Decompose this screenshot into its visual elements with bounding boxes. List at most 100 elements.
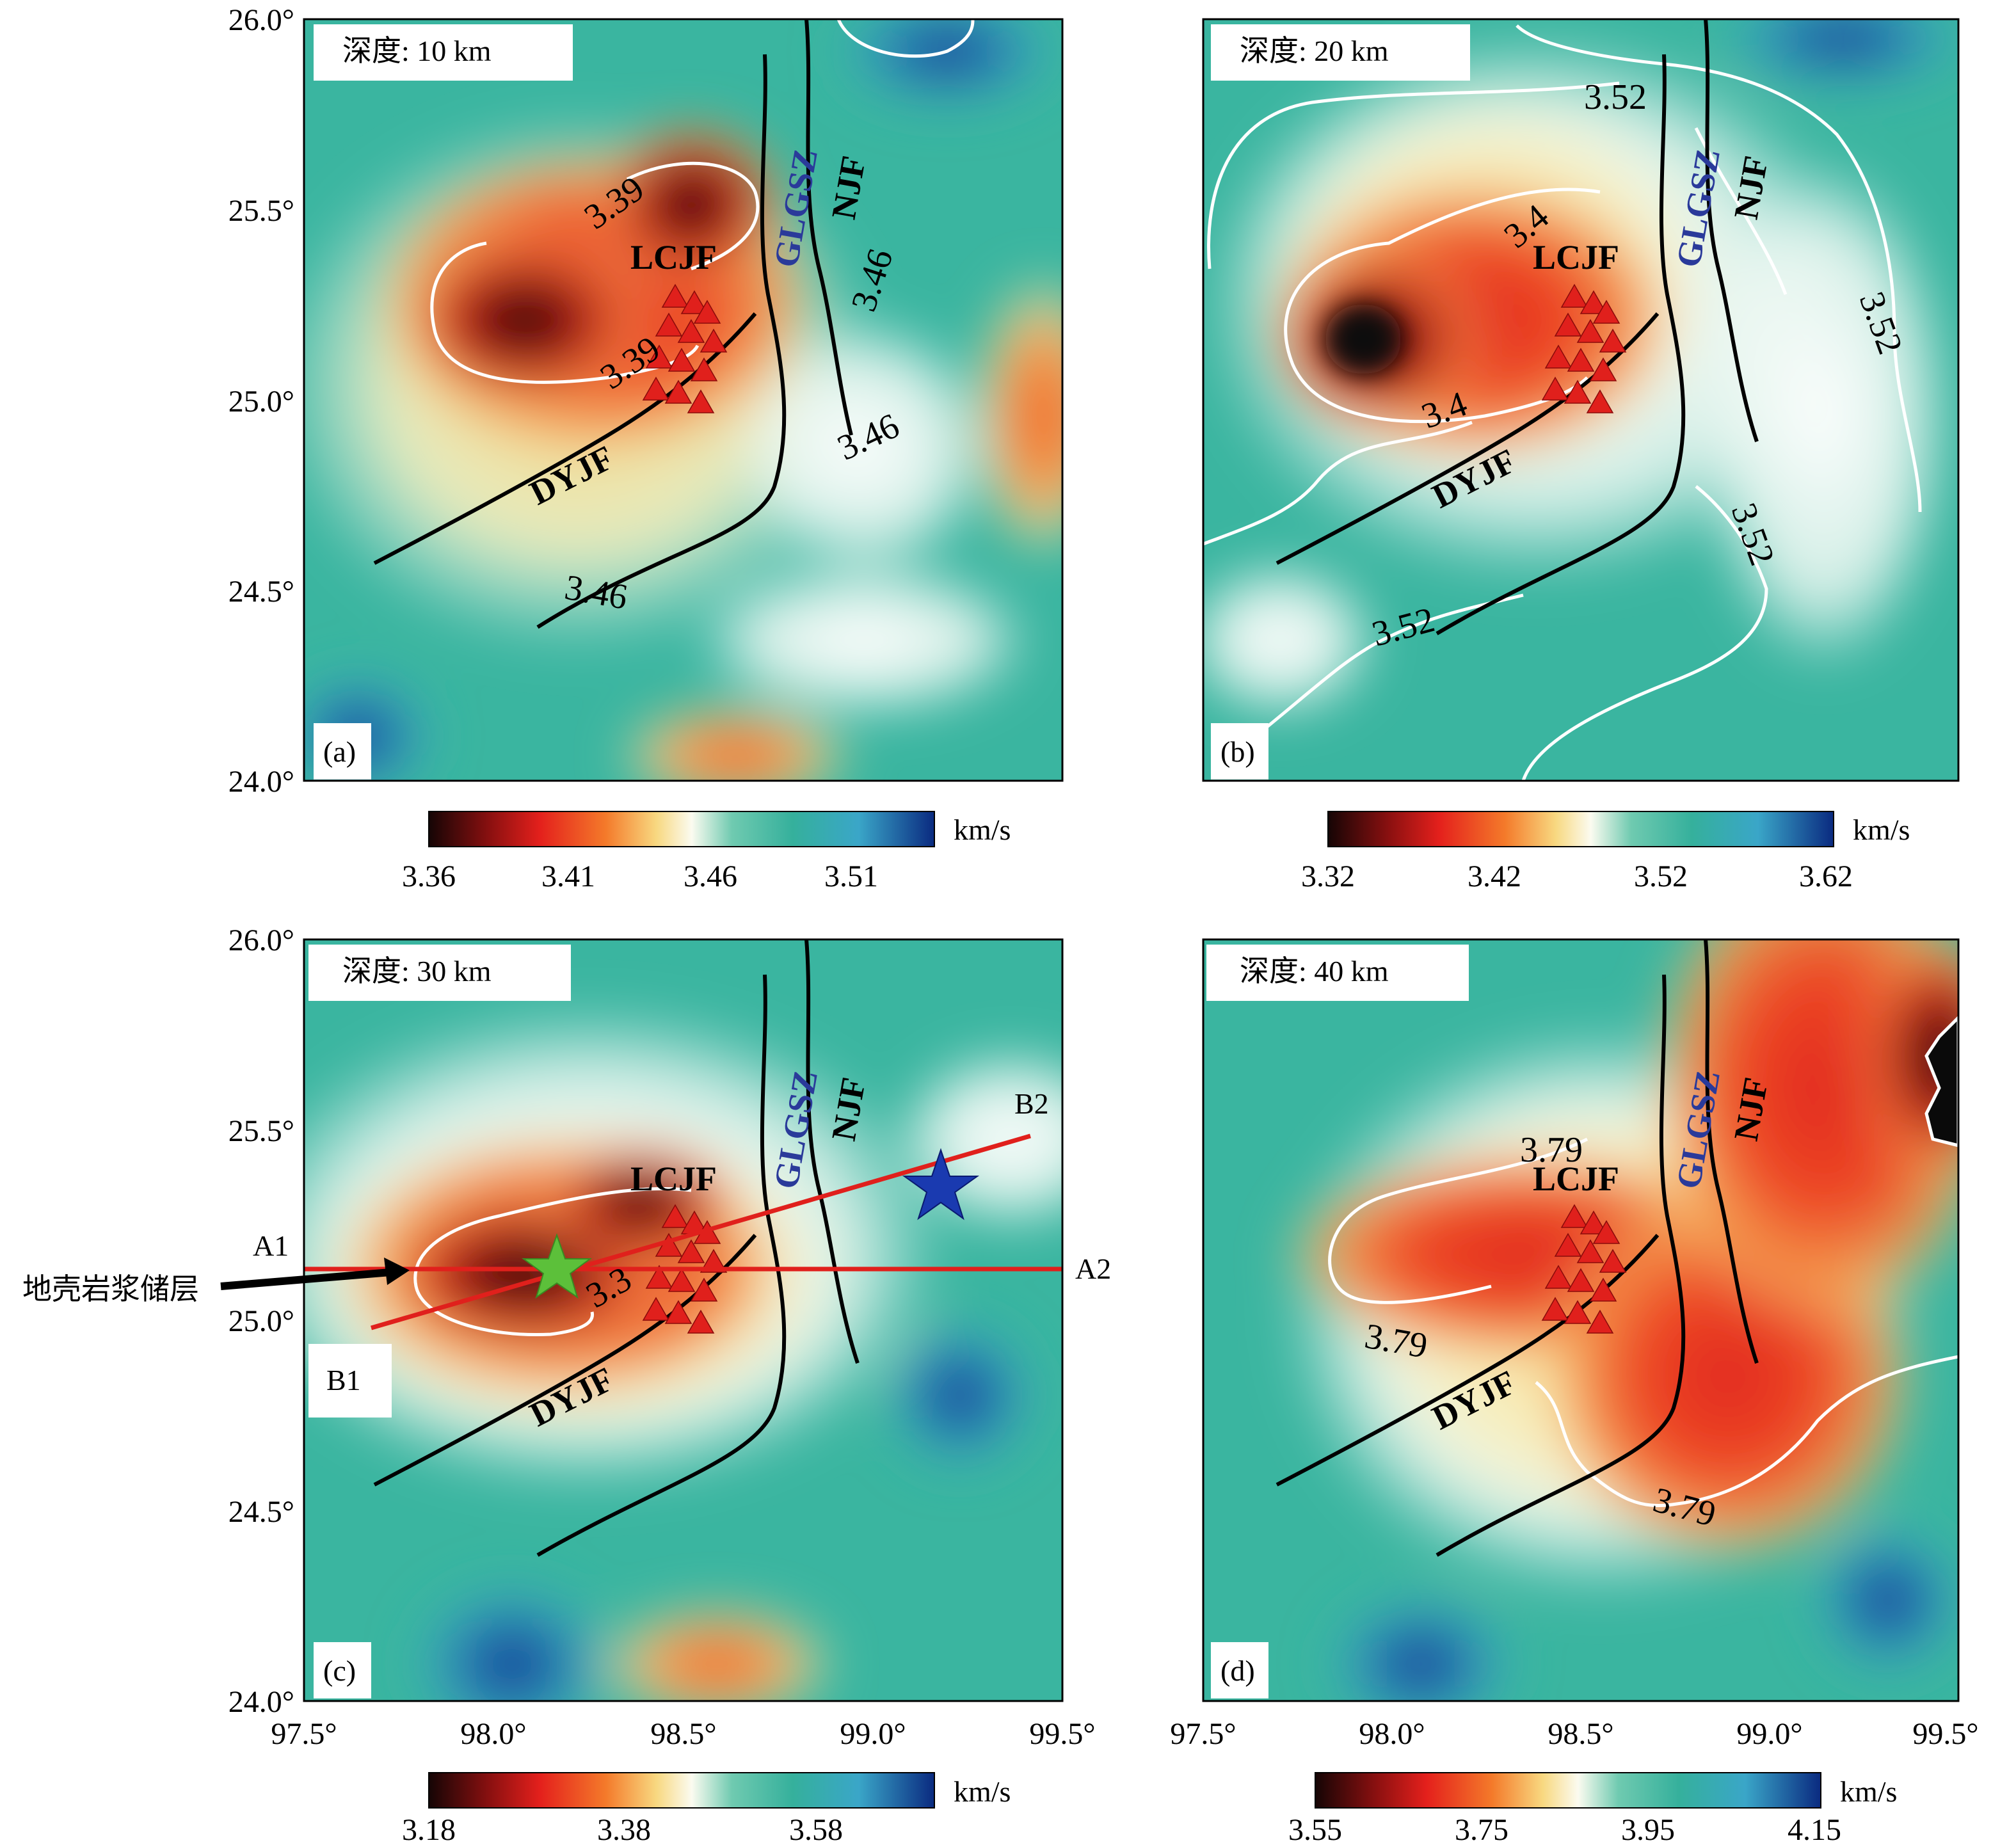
depth-label: 深度: 30 km — [342, 955, 492, 987]
y-tick-label: 25.5° — [228, 194, 294, 228]
profile-label-a1: A1 — [253, 1229, 289, 1262]
panel-b-map: 3.52 3.4 3.4 3.52 3.52 3.52 LCJF GLGSZ N… — [1203, 19, 1958, 781]
depth-label-box — [1206, 945, 1469, 1001]
x-tick-label: 98.5° — [1548, 1717, 1613, 1751]
x-tick-label: 99.0° — [1736, 1717, 1802, 1751]
panel-tag-box — [314, 723, 371, 779]
contour-line — [626, 161, 760, 271]
green-star-marker — [521, 1233, 593, 1299]
depth-label-box — [308, 945, 571, 1001]
colorbar-tick: 3.42 — [1468, 859, 1521, 893]
panel-a-map: 3.39 3.39 3.46 3.46 3.46 LCJF GLGSZ NJF … — [304, 19, 1062, 781]
panel-frame — [1202, 18, 1960, 782]
colorbar-tick: 3.52 — [1634, 859, 1688, 893]
depth-label: 深度: 10 km — [342, 35, 492, 67]
colorbar — [1327, 811, 1834, 847]
y-tick-label: 25.0° — [228, 1304, 294, 1338]
colorbar-unit: km/s — [1853, 813, 1910, 846]
fault-label-lcjf: LCJF — [1533, 238, 1619, 276]
fault-dyjf — [1276, 312, 1660, 565]
contour-line — [836, 19, 975, 58]
fault-dyjf — [373, 1234, 757, 1487]
y-tick-label: 24.0° — [228, 1685, 294, 1719]
y-tick-label: 25.0° — [228, 385, 294, 419]
x-tick-label: 99.5° — [1912, 1717, 1978, 1751]
contour-line — [1521, 485, 1768, 781]
fault-glgsz — [1436, 974, 1686, 1557]
fault-glgsz — [536, 54, 787, 629]
x-tick-label: 99.0° — [840, 1717, 906, 1751]
y-tick-label: 24.5° — [228, 575, 294, 609]
colorbar — [428, 1772, 935, 1809]
contour-label: 3.79 — [1520, 1130, 1583, 1170]
y-tick-label: 25.5° — [228, 1114, 294, 1148]
colorbar-unit: km/s — [954, 1775, 1011, 1808]
depth-label: 深度: 20 km — [1240, 35, 1389, 67]
panel-c: 3.3 LCJF GLGSZ NJF DYJF 深度: 30 km B1 (c)… — [22, 923, 1111, 1845]
depth-label-box — [1211, 24, 1470, 81]
contour-line — [1516, 24, 1922, 513]
colorbar-tick: 3.41 — [541, 859, 595, 893]
contour-line — [1328, 1137, 1588, 1304]
profile-label-b1: B1 — [326, 1364, 361, 1396]
depth-label-box — [314, 24, 573, 81]
fault-njf — [804, 19, 853, 436]
colorbar-tick: 3.46 — [684, 859, 737, 893]
colorbar-unit: km/s — [1840, 1775, 1897, 1808]
colorbar — [428, 811, 935, 847]
panel-frame — [303, 938, 1064, 1702]
colorbar-tick: 3.75 — [1455, 1813, 1508, 1845]
fault-njf — [1704, 19, 1759, 442]
panel-b: 3.52 3.4 3.4 3.52 3.52 3.52 LCJF GLGSZ N… — [1202, 18, 1960, 893]
fault-njf — [804, 939, 860, 1364]
colorbar-tick: 3.38 — [597, 1813, 651, 1845]
contour-line — [1924, 1015, 1958, 1147]
colorbar — [1315, 1772, 1821, 1809]
panel-tag-box — [1211, 723, 1268, 779]
contour-label: 3.52 — [1584, 77, 1647, 117]
colorbar-tick: 4.15 — [1788, 1813, 1841, 1845]
panel-a: 3.39 3.39 3.46 3.46 3.46 LCJF GLGSZ NJF … — [228, 3, 1064, 893]
panel-tag-box — [1211, 1642, 1268, 1698]
panel-d-map: 3.79 3.79 3.79 LCJF GLGSZ NJF DYJF 深度: 4… — [1203, 939, 1958, 1701]
colorbar-tick: 3.18 — [402, 1813, 456, 1845]
blue-star-marker — [902, 1147, 980, 1220]
panel-tag: (a) — [323, 735, 356, 768]
x-tick-label: 97.5° — [271, 1717, 337, 1751]
panel-tag: (c) — [323, 1654, 356, 1687]
fault-dyjf — [373, 312, 757, 565]
fault-label-lcjf: LCJF — [630, 238, 717, 276]
contour-line — [1535, 1355, 1958, 1508]
contour-line — [1284, 188, 1601, 424]
y-tick-label: 24.5° — [228, 1495, 294, 1529]
depth-label: 深度: 40 km — [1240, 955, 1389, 987]
y-tick-label: 26.0° — [228, 923, 294, 957]
fault-label-lcjf: LCJF — [1533, 1160, 1619, 1198]
arrow-head-icon — [384, 1258, 410, 1285]
fault-glgsz — [536, 974, 787, 1557]
profile-label-a2: A2 — [1075, 1252, 1111, 1285]
colorbar-tick: 3.32 — [1301, 859, 1355, 893]
colorbar-tick: 3.58 — [789, 1813, 843, 1845]
y-tick-label: 24.0° — [228, 765, 294, 799]
y-tick-label: 26.0° — [228, 3, 294, 37]
panel-frame — [1202, 938, 1960, 1702]
contour-line — [1207, 81, 1620, 269]
x-tick-label: 97.5° — [1170, 1717, 1236, 1751]
fault-label-lcjf: LCJF — [630, 1160, 717, 1198]
contour-line — [1203, 420, 1473, 546]
panel-frame — [303, 18, 1064, 782]
fault-glgsz — [1436, 54, 1686, 635]
panel-tag-box — [314, 1642, 371, 1698]
fault-dyjf — [1276, 1234, 1660, 1487]
colorbar-tick: 3.36 — [402, 859, 456, 893]
x-tick-label: 99.5° — [1029, 1717, 1095, 1751]
x-tick-label: 98.0° — [1359, 1717, 1425, 1751]
profile-label-box — [308, 1344, 392, 1418]
profile-line-b — [371, 1133, 1031, 1330]
panel-d: 3.79 3.79 3.79 LCJF GLGSZ NJF DYJF 深度: 4… — [1170, 938, 1979, 1845]
x-tick-label: 98.5° — [650, 1717, 716, 1751]
panel-tag: (b) — [1220, 735, 1255, 768]
x-tick-label: 98.0° — [460, 1717, 526, 1751]
